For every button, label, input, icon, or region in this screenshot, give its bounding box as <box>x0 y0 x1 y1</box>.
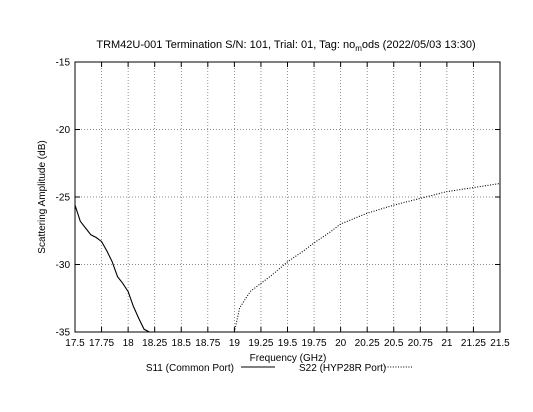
chart-title: TRM42U-001 Termination S/N: 101, Trial: … <box>96 39 475 53</box>
grid <box>75 62 500 332</box>
series-line <box>233 182 501 333</box>
y-tick-label: -35 <box>56 328 71 339</box>
x-tick-label: 19.5 <box>278 338 298 349</box>
x-tick-label: 18 <box>123 338 135 349</box>
x-tick-label: 20 <box>335 338 347 349</box>
axis-ticks: 17.5 17.75 18 18.25 18.5 18.75 19 19.25 19.5 19.7… <box>56 58 511 350</box>
chart-title-main: TRM42U-001 Termination S/N: 101, Trial: … <box>96 39 355 51</box>
x-tick-label: 18.5 <box>172 338 192 349</box>
y-tick-label: -20 <box>56 125 71 136</box>
x-tick-label: 21.25 <box>461 338 486 349</box>
chart-title-subscript: m <box>355 44 362 53</box>
x-tick-label: 21.5 <box>490 338 510 349</box>
x-axis-label: Frequency (GHz) <box>250 353 327 364</box>
x-tick-label: 19.25 <box>248 338 273 349</box>
series-line <box>74 204 150 333</box>
legend-label: S11 (Common Port) <box>146 363 234 374</box>
x-tick-label: 20.25 <box>355 338 380 349</box>
x-tick-label: 20.75 <box>408 338 433 349</box>
x-tick-label: 21 <box>441 338 453 349</box>
chart-title-rest: ods (2022/05/03 13:30) <box>362 39 476 51</box>
x-tick-label: 18.25 <box>142 338 167 349</box>
x-tick-label: 20.5 <box>384 338 404 349</box>
x-tick-label: 19.75 <box>302 338 327 349</box>
y-axis-label: Scattering Amplitude (dB) <box>37 140 48 253</box>
x-tick-label: 18.75 <box>195 338 220 349</box>
x-tick-label: 17.75 <box>89 338 114 349</box>
y-tick-label: -30 <box>56 260 71 271</box>
y-tick-label: -15 <box>56 58 71 69</box>
series-lines <box>74 182 501 333</box>
x-tick-label: 17.5 <box>65 338 85 349</box>
y-tick-label: -25 <box>56 193 71 204</box>
legend-label: S22 (HYP28R Port) <box>299 363 386 374</box>
x-tick-label: 19 <box>229 338 241 349</box>
legend: S11 (Common Port) S22 (HYP28R Port) <box>146 363 412 374</box>
